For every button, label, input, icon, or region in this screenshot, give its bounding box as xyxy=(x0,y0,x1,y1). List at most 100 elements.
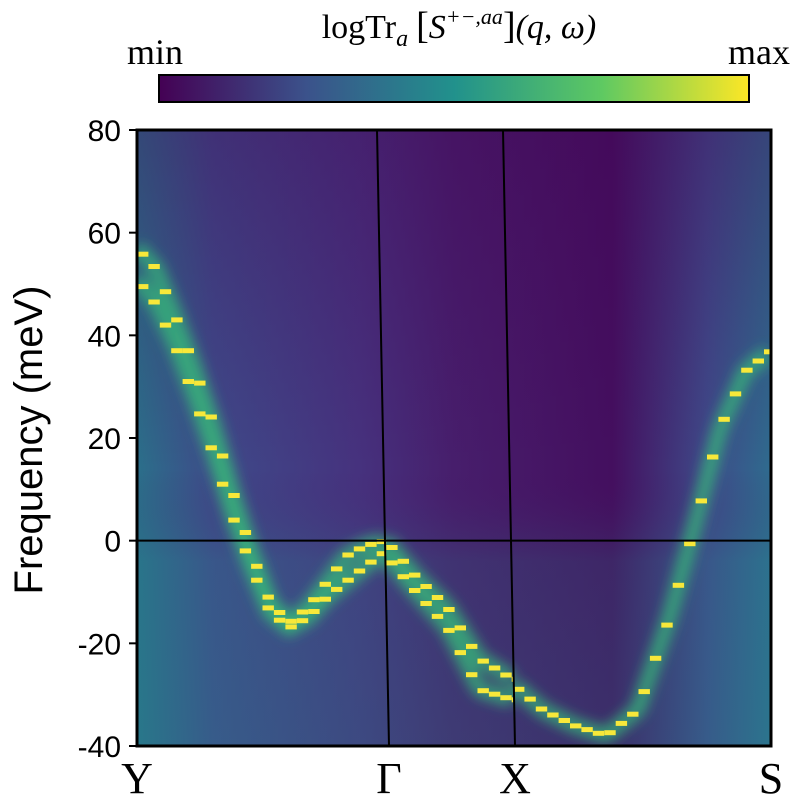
band-segment xyxy=(604,730,616,736)
band-segment xyxy=(535,706,548,712)
band-segment xyxy=(511,697,513,703)
band-segment xyxy=(672,582,685,588)
band-segment xyxy=(718,416,730,422)
band-segment xyxy=(205,445,217,451)
band-segment xyxy=(558,718,570,723)
band-segment xyxy=(319,596,331,602)
band-segment xyxy=(500,672,512,678)
path-label-2: Γ xyxy=(376,754,401,800)
band-segment xyxy=(251,577,263,583)
band-segment xyxy=(331,566,343,572)
band-segment xyxy=(454,650,466,656)
band-segment xyxy=(273,617,286,623)
band-segment xyxy=(319,581,331,587)
colorbar-title-operator: S xyxy=(429,9,446,46)
band-segment xyxy=(511,676,513,682)
band-segment xyxy=(409,588,421,593)
colorbar-title-args: (q, ω) xyxy=(516,9,597,46)
band-segment xyxy=(477,658,489,664)
band-segment xyxy=(466,672,478,678)
band-segment xyxy=(342,552,354,558)
band-segment xyxy=(684,541,696,547)
band-segment xyxy=(331,586,343,592)
path-label-3: X xyxy=(499,754,531,800)
band-segment xyxy=(420,601,432,606)
colorbar-min-label: min xyxy=(127,32,183,72)
band-segment xyxy=(695,498,707,504)
plot-area xyxy=(137,130,771,746)
band-segment xyxy=(707,454,719,460)
band-segment xyxy=(649,655,662,661)
band-segment xyxy=(228,493,240,498)
band-segment xyxy=(741,367,753,373)
band-segment xyxy=(216,453,229,459)
band-segment xyxy=(376,551,387,557)
band-segment xyxy=(500,695,512,701)
band-segment xyxy=(182,348,194,354)
band-segment xyxy=(285,618,297,624)
band-layer xyxy=(137,251,771,736)
band-segment xyxy=(148,299,160,305)
band-segment xyxy=(365,541,377,547)
band-segment xyxy=(308,597,320,603)
band-segment xyxy=(296,618,309,624)
band-segment xyxy=(386,545,398,550)
band-glow-2 xyxy=(137,274,390,638)
colorbar: logTra [S+−,aa](q, ω) min max xyxy=(127,4,790,103)
band-segment xyxy=(285,624,297,630)
band-segment xyxy=(296,609,309,615)
y-tick-label: 60 xyxy=(88,218,121,251)
colorbar-title: logTra [S+−,aa](q, ω) xyxy=(322,4,597,52)
band-segment xyxy=(477,688,489,694)
band-segment xyxy=(615,720,628,726)
band-segment xyxy=(443,607,455,612)
band-segment xyxy=(764,349,771,355)
path-label-1: Y xyxy=(121,754,153,800)
band-segment xyxy=(454,625,466,631)
y-axis-label: Frequency (meV) xyxy=(7,286,51,595)
band-segment xyxy=(661,622,673,628)
band-segment xyxy=(205,414,217,420)
colorbar-title-bracket-close: ] xyxy=(503,5,516,47)
band-segment xyxy=(431,613,444,619)
band-segment xyxy=(397,558,409,564)
x-path-line xyxy=(502,129,516,747)
band-segment xyxy=(262,605,274,611)
colorbar-title-log: logTr xyxy=(322,9,397,46)
y-tick-label: -20 xyxy=(78,628,121,661)
band-segment xyxy=(488,665,501,671)
band-segment xyxy=(581,727,593,733)
band-segment xyxy=(308,609,320,614)
band-segment xyxy=(409,572,421,578)
colorbar-title-bracket-open: [ xyxy=(416,5,429,47)
band-segment xyxy=(262,594,274,600)
band-segment xyxy=(547,712,559,718)
band-segment xyxy=(353,568,366,574)
gamma-path-line xyxy=(376,129,390,747)
band-segment xyxy=(443,627,455,633)
band-segment xyxy=(239,530,252,535)
band-segment xyxy=(159,322,172,328)
band-segment xyxy=(239,548,252,554)
y-tick-label: 0 xyxy=(104,526,121,559)
band-segment xyxy=(466,643,478,649)
band-segment xyxy=(365,559,377,565)
band-segment xyxy=(171,348,183,354)
y-axis-ticks: 80 60 40 20 0 -20 -40 xyxy=(78,115,137,764)
y-tick-label: -40 xyxy=(78,731,121,764)
band-segment xyxy=(488,691,501,697)
band-segment xyxy=(194,411,206,417)
band-segment xyxy=(273,610,286,615)
colorbar-title-sub: a xyxy=(396,26,408,52)
band-segment xyxy=(420,584,432,589)
band-segment xyxy=(137,284,149,290)
band-segment xyxy=(752,358,764,364)
band-segment xyxy=(431,595,444,600)
band-segment xyxy=(386,560,398,566)
y-tick-label: 80 xyxy=(88,115,121,148)
band-segment xyxy=(397,574,409,580)
path-label-4: S xyxy=(759,754,783,800)
band-segment xyxy=(182,379,194,384)
band-segment xyxy=(251,563,263,569)
